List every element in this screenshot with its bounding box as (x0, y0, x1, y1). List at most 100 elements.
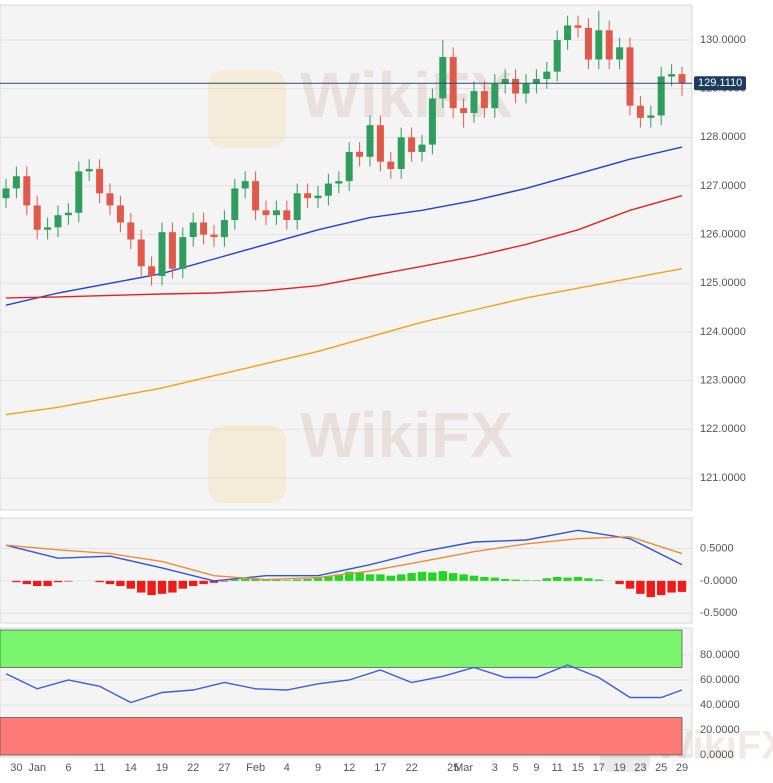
macd-histogram-bar (53, 580, 63, 583)
macd-histogram-bar (157, 580, 167, 594)
macd-histogram-bar (584, 578, 593, 581)
candle-body (189, 222, 197, 238)
y-tick-label: 0.0000 (700, 749, 734, 761)
y-tick-label: 80.0000 (700, 649, 740, 661)
candle-body (626, 47, 634, 106)
macd-histogram-bar (43, 580, 52, 587)
macd-histogram-bar (553, 576, 562, 581)
macd-histogram-bar (417, 571, 427, 581)
macd-histogram-bar (189, 580, 198, 587)
candle-body (293, 193, 301, 221)
macd-histogram-bar (397, 574, 406, 581)
candle-body (668, 74, 676, 77)
x-tick-label: 3 (492, 762, 498, 774)
macd-histogram-bar (594, 579, 603, 581)
x-tick-label: 30 (10, 762, 22, 774)
candle-body (522, 83, 530, 94)
y-tick-label: 40.0000 (700, 699, 740, 711)
candle-body (127, 222, 135, 240)
candle-body (200, 222, 208, 235)
macd-histogram-bar (126, 580, 135, 589)
macd-histogram-bar (22, 580, 31, 585)
candle-body (512, 78, 520, 94)
x-tick-label: 5 (513, 762, 519, 774)
macd-histogram-bar (33, 580, 42, 587)
macd-histogram-bar (303, 578, 312, 581)
candle-body (210, 234, 218, 238)
y-tick-label: -0.0000 (700, 575, 737, 587)
candle-body (106, 193, 114, 206)
y-tick-label: 122.0000 (700, 423, 746, 435)
indicator-line (5, 268, 683, 416)
macd-histogram-bar (677, 580, 687, 592)
candle-body (480, 91, 488, 109)
candle-body (657, 76, 665, 116)
candle-body (491, 83, 499, 109)
candle-body (2, 188, 10, 199)
x-tick-label: 9 (315, 762, 321, 774)
candle-body (137, 239, 145, 267)
y-tick-label: 125.0000 (700, 277, 746, 289)
macd-histogram-bar (386, 575, 395, 581)
y-tick-label: 121.0000 (700, 472, 746, 484)
candle-body (54, 215, 62, 228)
candle-body (408, 137, 416, 152)
rsi-band (0, 717, 683, 756)
x-tick-label: 25 (655, 762, 667, 774)
candle-body (231, 188, 239, 221)
x-tick-label: 22 (187, 762, 199, 774)
candle-body (116, 205, 124, 223)
y-tick-label: 128.0000 (700, 131, 746, 143)
candle-body (44, 227, 52, 230)
macd-histogram-bar (137, 580, 146, 593)
y-tick-label: 20.0000 (700, 724, 740, 736)
macd-histogram-bar (563, 577, 572, 581)
macd-histogram-bar (573, 576, 583, 581)
candle-body (387, 161, 395, 169)
macd-histogram-bar (511, 579, 520, 581)
macd-histogram-bar (293, 579, 302, 581)
macd-histogram-bar (490, 577, 499, 581)
watermark-logo (208, 425, 286, 503)
candle-body (345, 151, 353, 182)
watermark: WikiFX (300, 59, 513, 131)
candle-body (501, 78, 509, 84)
x-tick-label: 14 (125, 762, 137, 774)
y-tick-label: 124.0000 (700, 326, 746, 338)
macd-histogram-bar (438, 571, 447, 581)
candle-body (449, 57, 457, 109)
macd-histogram-bar (428, 572, 437, 581)
watermark: WikiFX (300, 399, 513, 471)
candle-body (324, 183, 332, 196)
candle-body (439, 57, 447, 99)
x-tick-label: 22 (405, 762, 417, 774)
candle-body (252, 181, 260, 211)
candle-body (636, 105, 644, 118)
candle-body (272, 210, 280, 216)
candle-body (397, 137, 405, 169)
y-tick-label: 127.0000 (700, 180, 746, 192)
macd-histogram-bar (355, 572, 364, 581)
candle-body (595, 30, 603, 60)
x-tick-label: Mar (454, 762, 473, 774)
x-tick-label: 6 (65, 762, 71, 774)
candle-body (314, 195, 322, 199)
x-tick-label: 9 (533, 762, 539, 774)
macd-histogram-bar (480, 576, 489, 581)
y-tick-label: 126.0000 (700, 229, 746, 241)
macd-histogram-bar (646, 580, 655, 598)
candle-body (12, 176, 20, 189)
macd-histogram-bar (469, 575, 479, 581)
candle-body (241, 181, 249, 189)
x-tick-label: 11 (94, 762, 105, 774)
rsi-band (0, 629, 683, 668)
x-tick-label: 29 (676, 762, 688, 774)
candle-body (262, 210, 270, 216)
indicator-line (5, 664, 683, 704)
x-tick-label: 11 (551, 762, 562, 774)
last-price-label: 129.1110 (698, 77, 742, 89)
candle-body (616, 47, 624, 60)
candle-body (148, 266, 156, 276)
macd-histogram-bar (501, 578, 510, 581)
